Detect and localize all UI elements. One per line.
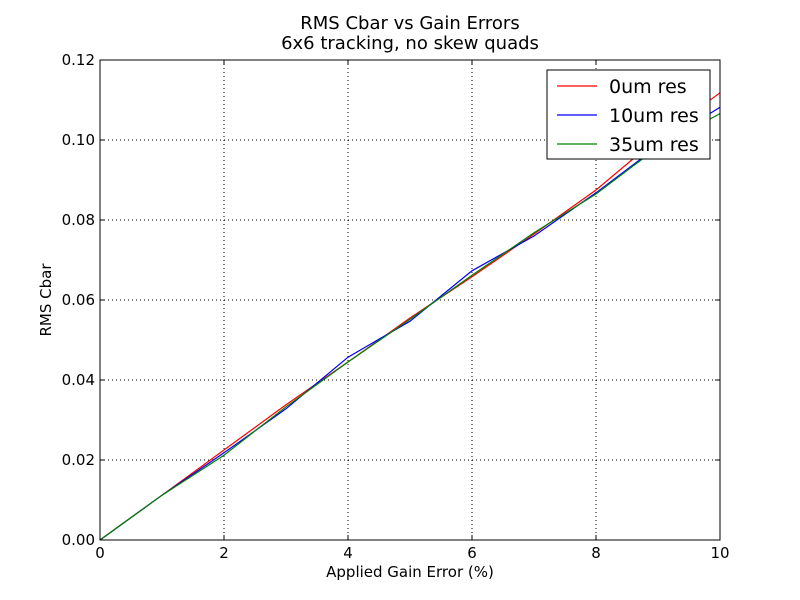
y-tick-label: 0.00: [62, 531, 95, 549]
x-tick-label: 0: [95, 544, 105, 562]
legend-label: 35um res: [609, 134, 699, 156]
y-tick-label: 0.10: [62, 131, 95, 149]
series-line-1: [99, 106, 721, 541]
y-tick-label: 0.04: [62, 371, 95, 389]
series-line-0: [99, 92, 721, 541]
chart-title: RMS Cbar vs Gain Errors: [300, 13, 519, 34]
axis-ticks: 0 2 4 6 8 10 0.00 0.02 0.04 0.06 0.08 0.10 0.12: [62, 51, 730, 562]
y-axis-label: RMS Cbar: [37, 263, 55, 337]
y-tick-label: 0.12: [62, 51, 95, 69]
x-tick-label: 6: [467, 544, 477, 562]
legend: 0um res 10um res 35um res: [546, 69, 711, 160]
series-line-2: [99, 113, 721, 541]
y-tick-label: 0.08: [62, 211, 95, 229]
x-tick-label: 8: [591, 544, 601, 562]
series-lines: [99, 92, 721, 541]
legend-label: 10um res: [609, 105, 699, 127]
legend-label: 0um res: [609, 76, 687, 98]
x-tick-label: 4: [343, 544, 353, 562]
y-tick-label: 0.06: [62, 291, 95, 309]
x-tick-label: 10: [710, 544, 729, 562]
y-tick-label: 0.02: [62, 451, 95, 469]
x-axis-label: Applied Gain Error (%): [326, 563, 494, 581]
chart-subtitle: 6x6 tracking, no skew quads: [281, 33, 539, 54]
x-tick-label: 2: [219, 544, 229, 562]
